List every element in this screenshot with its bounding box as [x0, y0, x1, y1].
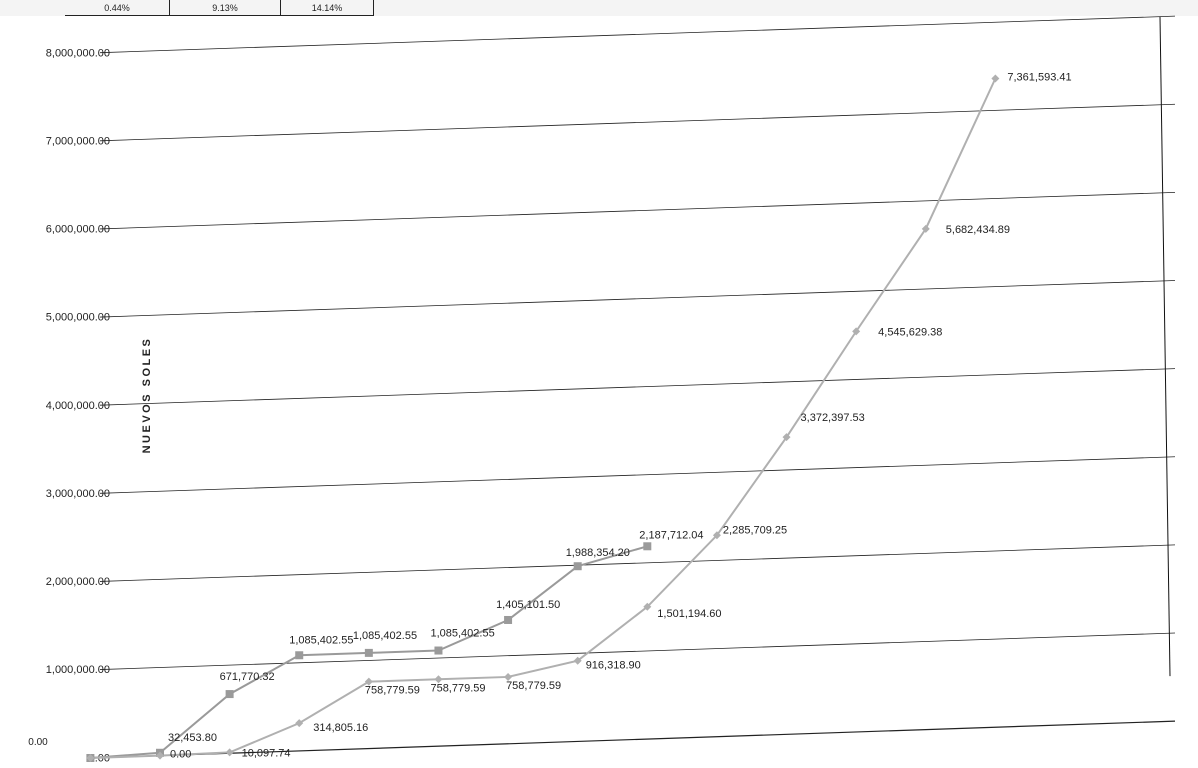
- y-tick-label: 3,000,000.00: [46, 488, 110, 500]
- data-label: 1,085,402.55: [353, 630, 417, 642]
- data-point-diamond: [434, 675, 443, 684]
- y-tick-label: 4,000,000.00: [46, 400, 110, 412]
- data-point-square: [573, 562, 582, 571]
- y-axis-ticks: 0.001,000,000.002,000,000.003,000,000.00…: [46, 47, 110, 764]
- table-cell: 0.44%: [65, 0, 170, 16]
- data-label: 32,453.80: [168, 732, 217, 744]
- data-point-square: [364, 648, 373, 657]
- data-point-square: [504, 615, 513, 624]
- data-label: 916,318.90: [586, 660, 641, 672]
- data-point-square: [434, 646, 443, 655]
- y-tick-label: 5,000,000.00: [46, 312, 110, 324]
- y-tick-label: 7,000,000.00: [46, 135, 110, 147]
- data-point-square: [643, 542, 652, 551]
- gridline: [99, 544, 1176, 582]
- data-point-diamond: [573, 656, 582, 665]
- y-tick-label: 6,000,000.00: [46, 224, 110, 236]
- series-markers: [86, 74, 1000, 763]
- gridline: [99, 456, 1176, 494]
- data-point-square: [225, 690, 234, 699]
- table-cell: 14.14%: [281, 0, 374, 16]
- data-label: 758,779.59: [430, 682, 485, 694]
- data-label: 5,682,434.89: [946, 224, 1010, 236]
- data-label: 7,361,593.41: [1007, 71, 1071, 83]
- gridline: [99, 191, 1176, 230]
- data-label: 2,285,709.25: [723, 524, 787, 536]
- data-label: 758,779.59: [506, 680, 561, 692]
- data-label: 4,545,629.38: [878, 326, 942, 338]
- data-point-diamond: [712, 531, 721, 540]
- data-point-diamond: [295, 719, 304, 728]
- data-label: 314,805.16: [313, 722, 368, 734]
- gridline: [99, 720, 1176, 759]
- data-point-diamond: [86, 754, 95, 763]
- table-cell: 9.13%: [170, 0, 281, 16]
- gridline: [99, 368, 1176, 406]
- y-tick-label-extra: 0.00: [28, 737, 48, 748]
- y-tick-label: 2,000,000.00: [46, 576, 110, 588]
- data-label: 10,097.74: [242, 747, 291, 759]
- data-label: 3,372,397.53: [801, 412, 865, 424]
- data-label: 1,085,402.55: [289, 634, 353, 646]
- series-line: [90, 78, 997, 760]
- gridline: [99, 632, 1176, 670]
- data-label: 2,187,712.04: [639, 529, 703, 541]
- data-point-diamond: [921, 224, 930, 233]
- data-point-diamond: [643, 602, 652, 611]
- y-tick-label: 8,000,000.00: [46, 47, 110, 59]
- data-point-diamond: [782, 433, 791, 442]
- data-point-diamond: [852, 327, 861, 336]
- gridline: [99, 280, 1176, 318]
- data-point-square: [295, 651, 304, 660]
- data-point-diamond: [991, 74, 1000, 83]
- top-table-strip: 0.44% 9.13% 14.14%: [0, 0, 1198, 16]
- data-label: 671,770.32: [220, 671, 275, 683]
- data-label: 1,085,402.55: [430, 628, 494, 640]
- data-point-diamond: [364, 677, 373, 686]
- data-point-diamond: [504, 672, 513, 681]
- y-axis-title: NUEVOS SOLES: [141, 337, 153, 454]
- data-label: 1,988,354.20: [566, 547, 630, 559]
- data-point-diamond: [225, 748, 234, 757]
- plot-right-border: [1159, 16, 1171, 677]
- data-label: 758,779.59: [365, 685, 420, 697]
- data-label: 1,405,101.50: [496, 599, 560, 611]
- gridline: [99, 15, 1176, 54]
- data-label: 1,501,194.60: [657, 608, 721, 620]
- data-point-diamond: [156, 751, 164, 760]
- y-tick-label: 1,000,000.00: [46, 664, 110, 676]
- grid-lines: [99, 15, 1176, 759]
- data-label: 0.00: [170, 749, 191, 761]
- gridline: [99, 103, 1176, 142]
